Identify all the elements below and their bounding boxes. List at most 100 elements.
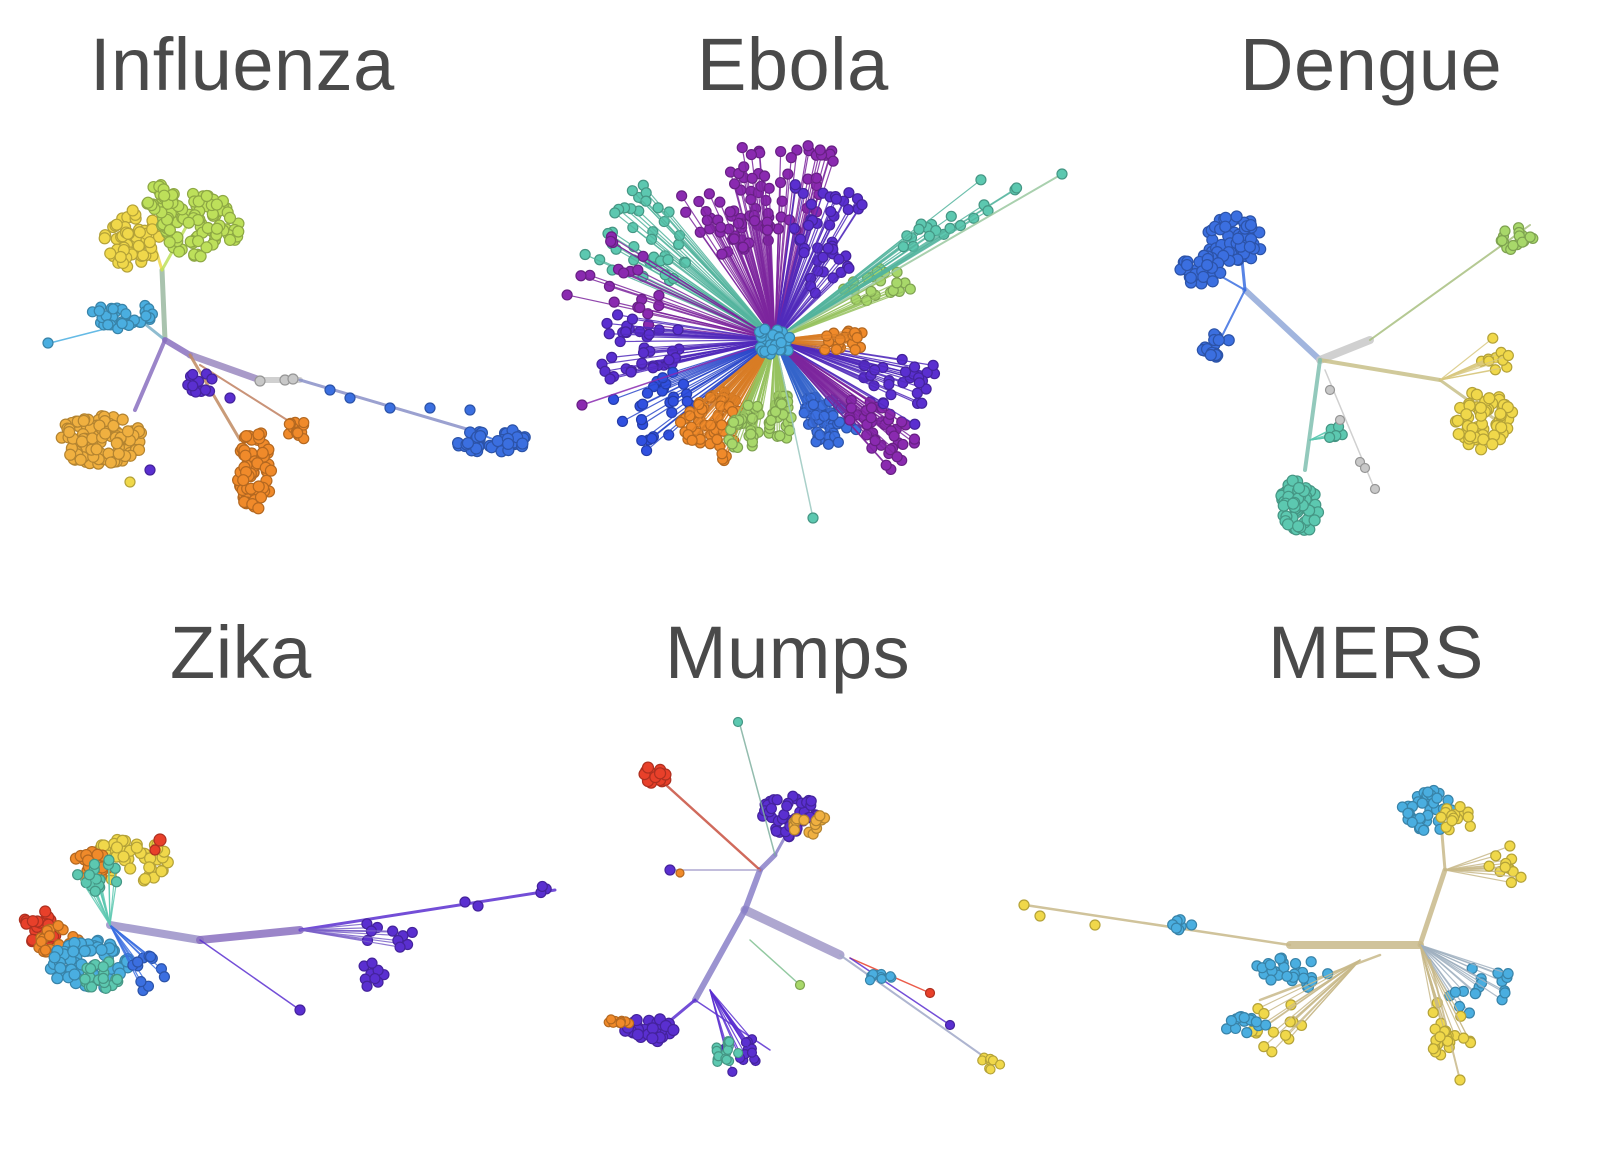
- tree-tip: [287, 373, 299, 385]
- tree-tip: [26, 915, 39, 928]
- tree-tip: [121, 425, 135, 438]
- tree-tip: [746, 1047, 758, 1058]
- tree-tip: [67, 945, 80, 958]
- tree-tip: [1495, 421, 1508, 434]
- tree-branch: [839, 954, 1001, 1069]
- tree-tip: [232, 225, 245, 238]
- tree-tip: [771, 794, 783, 806]
- tree-tip: [653, 289, 665, 302]
- tree-tip: [1504, 840, 1516, 852]
- tree-tip: [579, 248, 591, 261]
- tree-tip: [766, 344, 778, 356]
- tree-twig: [109, 924, 142, 983]
- tree-tip: [636, 434, 648, 447]
- tree-tip: [603, 328, 615, 340]
- tree-tip: [1406, 816, 1418, 828]
- tree-tip: [856, 199, 868, 211]
- tree-twig: [774, 210, 832, 341]
- tree-tip: [736, 141, 748, 154]
- tree-tip: [1490, 850, 1502, 862]
- tree-tip: [954, 219, 967, 232]
- tree-tip: [1241, 1027, 1253, 1039]
- tree-tip: [223, 211, 237, 224]
- tree-tip: [474, 429, 487, 443]
- tree-tip: [1435, 811, 1447, 823]
- tree-tip: [252, 480, 265, 493]
- tree-tip: [788, 824, 801, 836]
- tree-twig: [642, 255, 776, 341]
- tree-twig: [774, 228, 920, 341]
- tree-tip: [693, 195, 705, 208]
- tree-twig: [580, 275, 776, 341]
- tree-tip: [944, 1019, 956, 1031]
- tree-tip: [472, 900, 484, 912]
- tree-tip: [785, 152, 797, 164]
- tree-tip: [240, 430, 253, 443]
- tree-twig: [698, 200, 776, 341]
- tree-twig: [751, 177, 776, 341]
- tree-tip: [675, 868, 685, 878]
- tree-twig: [709, 989, 741, 1059]
- tree-tip: [158, 971, 171, 983]
- tree-branch: [749, 939, 801, 986]
- tree-tip: [97, 961, 109, 973]
- tree-tip: [116, 317, 128, 330]
- tree-tip: [844, 414, 856, 426]
- tree-tip: [104, 247, 117, 260]
- tree-twig: [738, 172, 776, 341]
- tree-branch: [1429, 959, 1461, 1081]
- tree-tip: [737, 241, 749, 253]
- tree-tip: [805, 795, 817, 807]
- tree-tip: [664, 864, 676, 876]
- tree-twig: [774, 339, 907, 373]
- tree-tip: [897, 241, 909, 253]
- tree-tip: [727, 1066, 738, 1077]
- tree-tip: [728, 233, 740, 245]
- tree-tip: [144, 464, 156, 476]
- tree-tip: [1496, 235, 1508, 247]
- tree-tip: [1219, 220, 1232, 233]
- tree-tip: [1230, 210, 1243, 223]
- tree-twig: [774, 267, 850, 341]
- tree-tip: [843, 262, 855, 274]
- tree-tip: [1418, 824, 1430, 836]
- tree-tip: [1289, 957, 1302, 970]
- tree-tip: [516, 437, 529, 450]
- tree-twig: [774, 289, 894, 341]
- tree-tip: [1267, 1026, 1279, 1038]
- tree-tip: [187, 380, 199, 392]
- tree-tip: [1292, 520, 1305, 533]
- panel-title-dengue: Dengue: [1240, 23, 1503, 106]
- tree-tip: [765, 414, 777, 426]
- tree-twig: [77, 874, 111, 926]
- tree-twig: [299, 929, 401, 948]
- tree-tip: [814, 810, 826, 822]
- tree-tip: [292, 427, 304, 439]
- tree-tip: [663, 354, 675, 366]
- tree-branch: [1219, 289, 1246, 341]
- tree-tip: [726, 438, 738, 450]
- tree-tip: [102, 319, 114, 331]
- tree-tip: [54, 961, 67, 975]
- tree-twig: [299, 929, 404, 937]
- tree-tip: [1369, 483, 1381, 495]
- tree-tip: [1449, 986, 1462, 998]
- tree-branch: [1303, 358, 1322, 472]
- tree-twig: [774, 235, 930, 341]
- tree-tip: [746, 172, 758, 184]
- tree-tip: [842, 203, 854, 216]
- tree-twig: [774, 184, 796, 341]
- tree-tip: [1305, 956, 1317, 968]
- tree-tip: [1201, 258, 1214, 272]
- tree-twig: [1444, 858, 1513, 871]
- tree-tip: [1292, 481, 1306, 495]
- tree-tip: [880, 459, 892, 471]
- tree-tip: [79, 973, 91, 985]
- tree-tip: [146, 223, 159, 236]
- tree-tip: [805, 198, 817, 210]
- tree-twig: [618, 208, 776, 341]
- tree-tip: [883, 378, 895, 391]
- tree-tip: [93, 419, 106, 432]
- tree-twig: [1419, 944, 1434, 1014]
- tree-tip: [104, 456, 117, 469]
